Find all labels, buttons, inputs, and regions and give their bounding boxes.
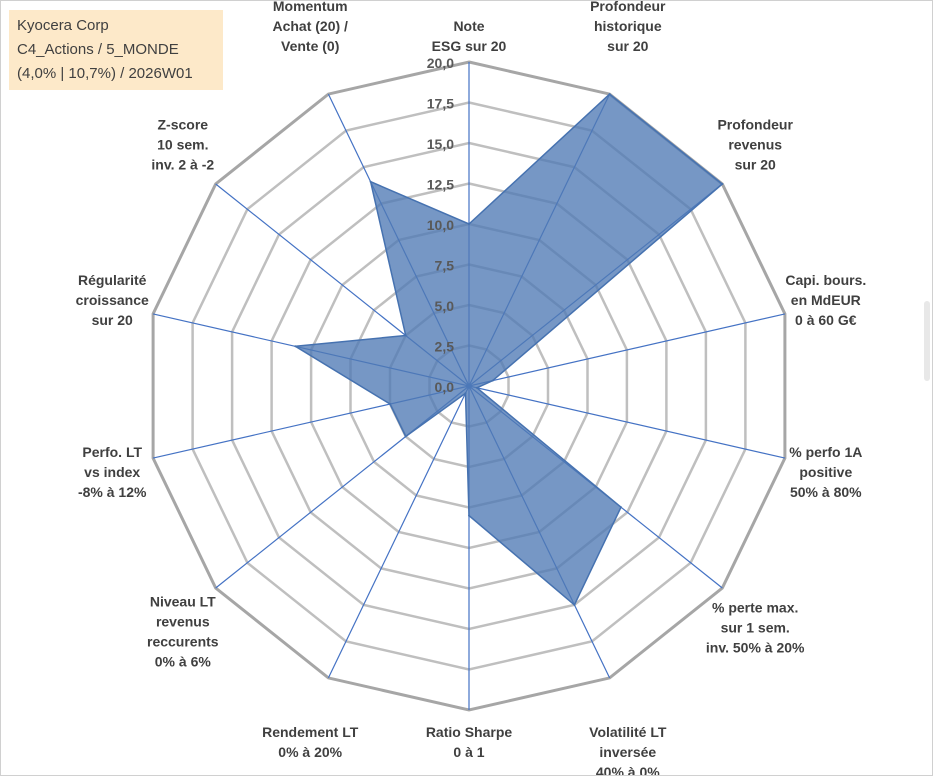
axis-label-line: sur 20	[735, 157, 776, 173]
data-point	[464, 392, 467, 395]
info-box: Kyocera Corp C4_Actions / 5_MONDE (4,0% …	[9, 10, 223, 90]
axis-label-line: -8% à 12%	[78, 484, 147, 500]
axis-label-line: historique	[594, 18, 662, 34]
axis-label-line: Vente (0)	[281, 38, 339, 54]
info-period: (4,0% | 10,7%) / 2026W01	[17, 65, 193, 82]
axis-label-line: 10 sem.	[157, 137, 208, 153]
axis-label-line: revenus	[156, 614, 210, 630]
data-point	[404, 435, 407, 438]
data-point	[721, 183, 724, 185]
axis-label: % perte max. sur 1 sem. inv. 50% à 20%	[706, 599, 805, 655]
axis-label-line: 0 à 1	[453, 744, 484, 760]
axis-label-line: Achat (20) /	[272, 18, 348, 34]
data-point	[475, 386, 478, 389]
tick-label: 17,5	[427, 96, 454, 112]
axis-label-line: sur 1 sem.	[721, 619, 790, 635]
tick-label: 7,5	[435, 258, 455, 274]
axis-label-line: Perfo. LT	[82, 444, 142, 460]
axis-label-line: 0 à 60 G€	[795, 312, 857, 328]
axis-label: Ratio Sharpe 0 à 1	[426, 724, 513, 760]
data-point	[468, 514, 470, 517]
axis-label: Profondeur revenus sur 20	[717, 117, 793, 173]
radar-tick-labels: 0,0 2,5 5,0 7,5 10,0 12,5 15,0 17,5 20,0	[427, 55, 454, 395]
axis-label-line: Profondeur	[717, 117, 793, 133]
axis-label-line: 40% à 0%	[596, 764, 660, 775]
info-company: Kyocera Corp	[17, 17, 109, 34]
axis-spoke	[468, 385, 786, 459]
tick-label: 0,0	[435, 379, 455, 395]
axis-label-line: inversée	[599, 744, 656, 760]
axis-label: Capi. bours. en MdEUR 0 à 60 G€	[785, 272, 866, 328]
tick-label: 12,5	[427, 177, 454, 193]
tick-label: 2,5	[435, 339, 455, 355]
axis-label: Régularité croissance sur 20	[76, 272, 149, 328]
axis-label-line: sur 20	[92, 312, 133, 328]
axis-label: Niveau LT revenus reccurents 0% à 6%	[147, 594, 219, 670]
axis-label-line: en MdEUR	[791, 292, 861, 308]
data-point	[468, 223, 470, 225]
data-point	[389, 403, 391, 405]
axis-label-line: Profondeur	[590, 1, 666, 14]
axis-label: % perfo 1A positive 50% à 80%	[789, 444, 862, 500]
data-point	[369, 180, 372, 183]
axis-label-line: Momentum	[273, 1, 348, 14]
radar-series	[292, 93, 724, 607]
data-point	[294, 345, 297, 348]
axis-label-line: 50% à 80%	[790, 484, 862, 500]
radar-axis-labels: Note ESG sur 20 Profondeur historique sur 20…	[76, 1, 867, 775]
axis-label: Rendement LT 0% à 20%	[262, 724, 359, 760]
axis-label-line: % perte max.	[712, 599, 798, 615]
axis-label-line: reccurents	[147, 634, 219, 650]
axis-label: Note ESG sur 20	[432, 18, 507, 54]
tick-label: 5,0	[435, 298, 455, 314]
axis-label-line: Ratio Sharpe	[426, 724, 513, 740]
axis-label-line: inv. 2 à -2	[151, 157, 214, 173]
data-point	[491, 379, 494, 382]
axis-label-line: ESG sur 20	[432, 38, 507, 54]
data-point	[620, 506, 622, 509]
axis-label-line: % perfo 1A	[789, 444, 862, 460]
data-point	[404, 334, 407, 337]
axis-label-line: sur 20	[607, 38, 648, 54]
axis-label-line: Volatilité LT	[589, 724, 667, 740]
data-point	[573, 603, 576, 606]
tick-label: 20,0	[427, 55, 454, 71]
axis-label-line: Z-score	[158, 117, 209, 133]
axis-label-line: positive	[799, 464, 852, 480]
axis-label: Z-score 10 sem. inv. 2 à -2	[151, 117, 214, 173]
axis-label: Perfo. LT vs index -8% à 12%	[78, 444, 147, 500]
axis-label: Profondeur historique sur 20	[590, 1, 666, 54]
axis-label-line: vs index	[84, 464, 140, 480]
axis-label-line: croissance	[76, 292, 149, 308]
axis-label: Volatilité LT inversée 40% à 0%	[589, 724, 667, 775]
tick-label: 15,0	[427, 136, 454, 152]
axis-spoke	[327, 385, 470, 679]
axis-label-line: inv. 50% à 20%	[706, 639, 805, 655]
axis-spoke	[468, 313, 786, 387]
info-portfolio: C4_Actions / 5_MONDE	[17, 41, 179, 58]
axis-label-line: revenus	[728, 137, 782, 153]
scrollbar[interactable]	[924, 301, 930, 381]
axis-label-line: Note	[453, 18, 484, 34]
axis-label: Momentum Achat (20) / Vente (0)	[272, 1, 348, 54]
axis-label-line: Rendement LT	[262, 724, 359, 740]
axis-label-line: 0% à 6%	[155, 654, 212, 670]
tick-label: 10,0	[427, 217, 454, 233]
axis-label-line: Capi. bours.	[785, 272, 866, 288]
axis-label-line: Régularité	[78, 272, 147, 288]
data-point	[608, 93, 611, 96]
axis-label-line: 0% à 20%	[278, 744, 342, 760]
axis-label-line: Niveau LT	[150, 594, 216, 610]
